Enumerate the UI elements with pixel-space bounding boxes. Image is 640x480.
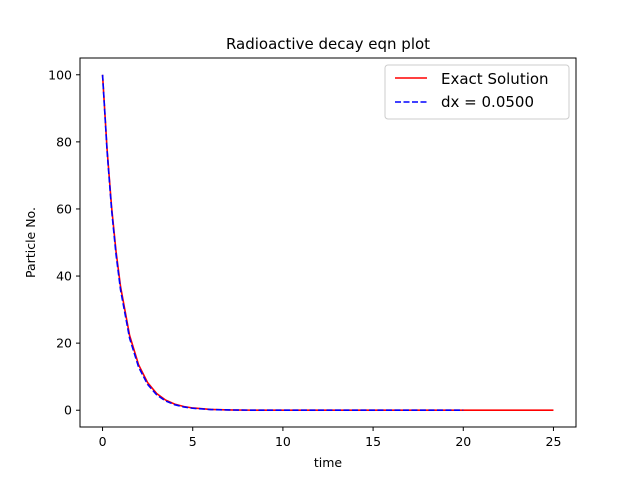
x-tick-label: 20 (455, 434, 471, 449)
legend-label-dx: dx = 0.0500 (441, 93, 534, 111)
plot-area (101, 74, 554, 412)
x-tick-label: 25 (546, 434, 562, 449)
y-tick-label: 20 (56, 336, 72, 351)
x-tick-label: 10 (275, 434, 291, 449)
x-tick-label: 0 (99, 434, 107, 449)
x-tick-label: 15 (365, 434, 381, 449)
x-axis-label: time (314, 455, 343, 470)
x-tick-label: 5 (189, 434, 197, 449)
chart-title: Radioactive decay eqn plot (226, 35, 430, 53)
y-axis: 0 20 40 60 80 100 (48, 67, 80, 418)
y-tick-label: 100 (48, 67, 72, 82)
axes-frame (79, 57, 577, 428)
legend-label-exact: Exact Solution (441, 70, 549, 88)
legend: Exact Solution dx = 0.0500 (384, 64, 570, 120)
y-tick-label: 40 (56, 269, 72, 284)
y-axis-label: Particle No. (23, 207, 38, 278)
legend-box (384, 64, 570, 120)
y-tick-label: 80 (56, 134, 72, 149)
y-tick-label: 0 (64, 403, 72, 418)
x-axis: 0 5 10 15 20 25 (99, 427, 562, 449)
series-line-1 (101, 74, 464, 412)
series-line-0 (101, 74, 554, 412)
y-tick-label: 60 (56, 201, 72, 216)
